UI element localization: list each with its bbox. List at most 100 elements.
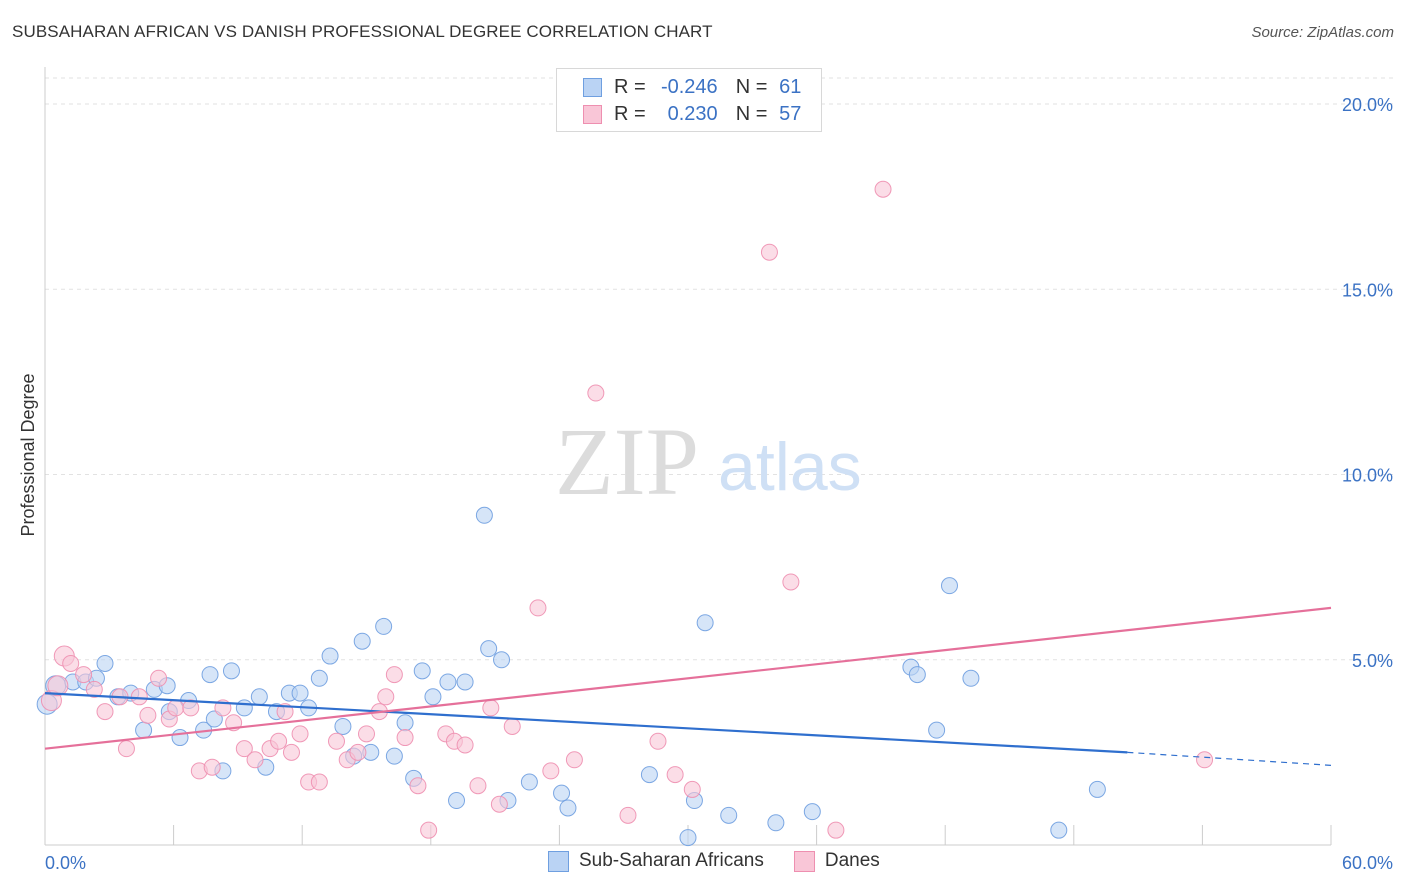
subsaharan-point	[291, 684, 309, 702]
danes-point	[310, 773, 328, 791]
subsaharan-point	[250, 688, 268, 706]
danes-point	[47, 675, 69, 697]
subsaharan-point	[235, 699, 253, 717]
subsaharan-point	[424, 688, 442, 706]
subsaharan-point	[493, 651, 511, 669]
trend-lines	[44, 606, 1332, 766]
danes-point	[619, 806, 637, 824]
danes-point	[282, 743, 300, 761]
subsaharan-point	[96, 654, 114, 672]
subsaharan-point	[520, 773, 538, 791]
subsaharan-point	[940, 577, 958, 595]
danes-point	[270, 732, 288, 750]
subsaharan-point	[640, 766, 658, 784]
subsaharan-point	[679, 829, 697, 847]
danes-point	[75, 666, 93, 684]
watermark-atlas: atlas	[718, 429, 862, 505]
subsaharan-point	[720, 806, 738, 824]
tick-labels: 5.0% 10.0% 15.0% 20.0% 0.0% 60.0%	[45, 95, 1393, 873]
danes-point	[666, 766, 684, 784]
subsaharan-point	[375, 617, 393, 635]
subsaharan-point	[803, 803, 821, 821]
danes-point	[246, 751, 264, 769]
y-axis-label: Professional Degree	[18, 373, 38, 536]
danes-point	[827, 821, 845, 839]
legend-swatch-blue	[583, 77, 602, 97]
series-legend-label: Sub-Saharan Africans	[579, 850, 764, 871]
legend-row-subsaharan: R = -0.246 N = 61	[583, 74, 801, 100]
subsaharan-point	[385, 747, 403, 765]
danes-point	[587, 384, 605, 402]
subsaharan-point	[475, 506, 493, 524]
subsaharan-point	[439, 673, 457, 691]
subsaharan-point	[1050, 821, 1068, 839]
danes-point	[85, 680, 103, 698]
danes-point	[409, 777, 427, 795]
subsaharan-point	[456, 673, 474, 691]
chart-title: SUBSAHARAN AFRICAN VS DANISH PROFESSIONA…	[12, 22, 713, 41]
legend-r-value: 0.230	[667, 102, 718, 125]
subsaharan-trend-line	[44, 692, 1128, 754]
danes-point	[385, 666, 403, 684]
danes-point	[327, 732, 345, 750]
subsaharan-point	[171, 729, 189, 747]
data-points	[36, 180, 1214, 847]
subsaharan-point	[908, 666, 926, 684]
grid-lines	[45, 77, 1393, 661]
series-swatch-pink	[793, 850, 815, 872]
subsaharan-point	[559, 799, 577, 817]
danes-point	[1196, 751, 1214, 769]
danes-point	[96, 703, 114, 721]
subsaharan-point	[353, 632, 371, 650]
danes-point	[542, 762, 560, 780]
danes-point	[649, 732, 667, 750]
stats-legend: R = -0.246 N = 61 R = 0.230 N = 57	[556, 68, 822, 132]
series-legend-item-subsaharan[interactable]: Sub-Saharan Africans	[548, 850, 764, 872]
subsaharan-point	[135, 721, 153, 739]
danes-point	[482, 699, 500, 717]
legend-r-label: R =	[614, 75, 646, 98]
subsaharan-point	[310, 669, 328, 687]
legend-n-label: N =	[735, 75, 768, 98]
danes-point	[167, 699, 185, 717]
danes-point	[420, 821, 438, 839]
danes-point	[529, 599, 547, 617]
danes-point	[358, 725, 375, 743]
danes-point	[117, 740, 135, 758]
y-tick-label: 10.0%	[1342, 466, 1393, 486]
subsaharan-point	[321, 647, 339, 665]
legend-swatch-pink	[583, 104, 602, 124]
y-tick-label: 20.0%	[1342, 95, 1393, 115]
danes-point	[235, 740, 253, 758]
danes-point	[150, 669, 168, 687]
series-legend-label: Danes	[824, 850, 880, 871]
danes-point	[760, 243, 778, 261]
subsaharan-point	[396, 714, 414, 732]
danes-point	[503, 717, 521, 735]
danes-point	[377, 688, 395, 706]
danes-point	[396, 729, 414, 747]
subsaharan-point	[767, 814, 785, 832]
subsaharan-point	[334, 717, 352, 735]
legend-r-value: -0.246	[660, 75, 718, 98]
subsaharan-point	[696, 614, 714, 632]
subsaharan-point	[480, 640, 498, 658]
watermark-zip: ZIP	[555, 408, 699, 515]
danes-point	[182, 699, 200, 717]
subsaharan-point	[413, 662, 431, 680]
danes-point	[276, 703, 294, 721]
subsaharan-point	[962, 669, 980, 687]
x-tick-label: 0.0%	[45, 853, 86, 873]
danes-point	[565, 751, 583, 769]
legend-row-danes: R = 0.230 N = 57	[583, 101, 801, 127]
danes-point	[349, 743, 367, 761]
series-legend-item-danes[interactable]: Danes	[793, 850, 880, 872]
subsaharan-point	[201, 666, 219, 684]
x-tick-label: 60.0%	[1342, 853, 1393, 873]
legend-r-label: R =	[614, 102, 646, 125]
subsaharan-point	[1088, 780, 1106, 798]
danes-point	[291, 725, 309, 743]
danes-point	[203, 758, 221, 776]
legend-n-label: N =	[735, 102, 768, 125]
